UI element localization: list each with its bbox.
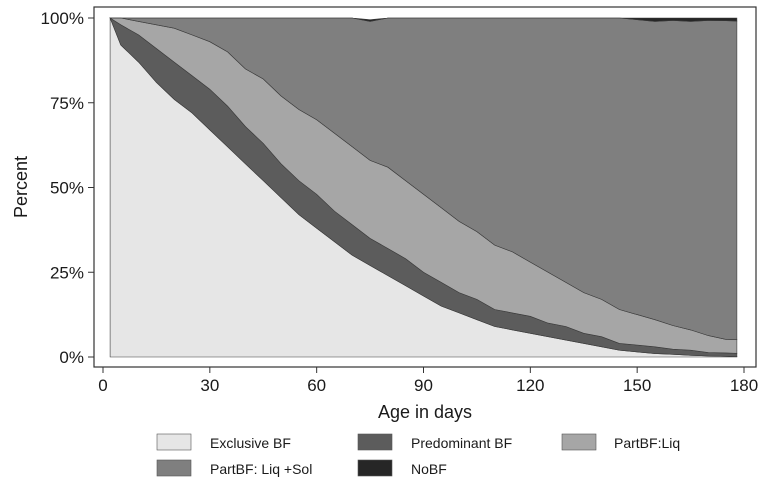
stacked-areas xyxy=(109,17,738,358)
y-tick-label: 50% xyxy=(50,179,84,198)
x-axis: 0 30 60 90 120 150 180 xyxy=(98,367,758,395)
x-axis-title: Age in days xyxy=(378,402,472,422)
legend-swatch xyxy=(357,459,393,477)
y-axis: 0% 25% 50% 75% 100% xyxy=(41,9,95,367)
legend-swatch xyxy=(357,433,393,451)
x-tick-label: 0 xyxy=(98,376,107,395)
y-tick-label: 75% xyxy=(50,94,84,113)
x-tick-label: 90 xyxy=(414,376,433,395)
legend-item: Predominant BF xyxy=(357,433,512,451)
legend-label: PartBF: Liq +Sol xyxy=(210,461,312,477)
legend-label: Predominant BF xyxy=(411,435,512,451)
legend: Exclusive BF Predominant BF PartBF:Liq Part… xyxy=(156,433,680,477)
legend-label: NoBF xyxy=(411,461,447,477)
legend-label: Exclusive BF xyxy=(210,435,291,451)
legend-swatch xyxy=(156,433,192,451)
legend-item: PartBF: Liq +Sol xyxy=(156,459,312,477)
legend-item: Exclusive BF xyxy=(156,433,291,451)
x-tick-label: 180 xyxy=(730,376,758,395)
legend-item: PartBF:Liq xyxy=(561,433,680,451)
y-tick-label: 0% xyxy=(59,348,84,367)
x-tick-label: 30 xyxy=(200,376,219,395)
legend-swatch xyxy=(561,433,597,451)
legend-label: PartBF:Liq xyxy=(614,435,680,451)
x-tick-label: 120 xyxy=(516,376,544,395)
legend-item: NoBF xyxy=(357,459,447,477)
area-nobf xyxy=(110,17,738,22)
legend-swatch xyxy=(156,459,192,477)
x-tick-label: 150 xyxy=(623,376,651,395)
y-axis-title: Percent xyxy=(11,156,31,218)
y-tick-label: 100% xyxy=(41,9,84,28)
y-tick-label: 25% xyxy=(50,263,84,282)
x-tick-label: 60 xyxy=(307,376,326,395)
